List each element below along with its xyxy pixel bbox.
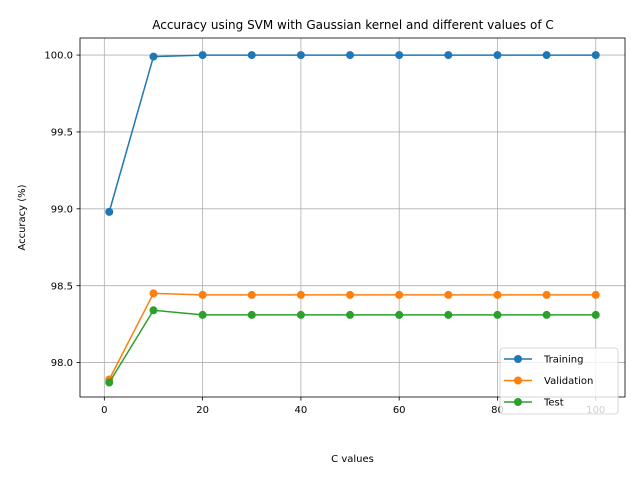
legend-marker (514, 355, 522, 363)
data-point (444, 51, 453, 60)
data-point (296, 51, 305, 60)
series-line (108, 54, 596, 213)
data-point (444, 310, 453, 319)
legend: Training Validation Test (499, 347, 619, 415)
data-point (493, 51, 502, 60)
series-test (105, 306, 600, 387)
data-point (493, 310, 502, 319)
data-point (149, 306, 158, 315)
y-tick-label: 99.0 (51, 204, 73, 215)
data-point (198, 290, 207, 299)
data-point (198, 51, 207, 60)
data-point (444, 290, 453, 299)
legend-label: Test (543, 398, 564, 409)
y-tick-label: 98.0 (51, 358, 73, 369)
y-tick-label: 100.0 (44, 51, 73, 62)
legend-marker (514, 376, 522, 385)
data-point (149, 289, 158, 298)
data-point (198, 310, 207, 319)
data-point (395, 51, 404, 60)
data-point (542, 290, 551, 299)
data-point (247, 310, 256, 319)
data-point (542, 310, 551, 319)
data-point (346, 51, 355, 60)
legend-marker (514, 398, 522, 406)
data-point (346, 290, 355, 299)
x-tick-label: 20 (196, 405, 209, 416)
data-point (247, 51, 256, 60)
legend-item: Test (504, 398, 564, 409)
data-point (247, 290, 256, 299)
legend-item: Validation (504, 376, 593, 387)
chart-title: Accuracy using SVM with Gaussian kernel … (152, 18, 554, 32)
data-point (105, 207, 114, 216)
y-tick-label: 99.5 (51, 128, 73, 139)
data-point (395, 310, 404, 319)
x-axis-label: C values (331, 454, 374, 465)
legend-label: Training (543, 355, 583, 366)
series-layer (105, 51, 600, 387)
grid (80, 38, 625, 397)
data-point (149, 52, 158, 61)
data-point (591, 51, 600, 60)
y-axis-label: Accuracy (%) (17, 184, 28, 250)
data-point (493, 290, 502, 299)
x-tick-label: 0 (101, 405, 107, 416)
data-point (591, 290, 600, 299)
legend-label: Validation (544, 376, 593, 387)
data-point (591, 310, 600, 319)
data-point (296, 290, 305, 299)
legend-box (499, 347, 619, 415)
legend-item: Training (504, 355, 583, 366)
x-tick-label: 40 (295, 405, 308, 416)
x-tick-label: 80 (491, 405, 504, 416)
plot-frame (79, 37, 626, 398)
data-point (395, 290, 404, 299)
x-tick-label: 60 (393, 405, 406, 416)
data-point (542, 51, 551, 60)
data-point (346, 310, 355, 319)
series-training (105, 51, 600, 216)
data-point (296, 310, 305, 319)
data-point (105, 378, 114, 387)
y-tick-label: 98.5 (51, 281, 73, 292)
